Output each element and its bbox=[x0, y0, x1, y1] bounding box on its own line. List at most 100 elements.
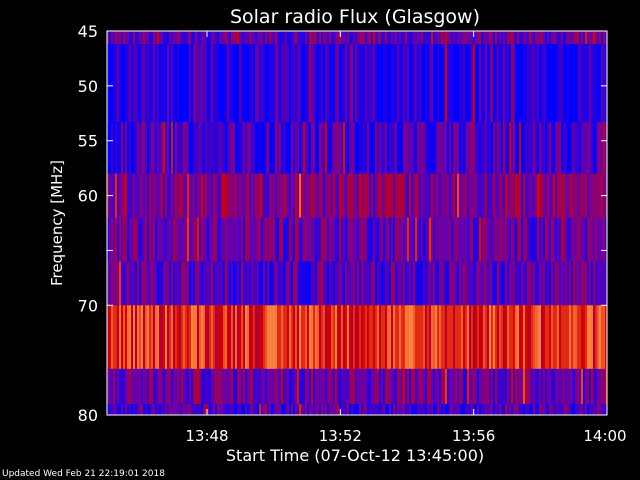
spectrogram-column bbox=[573, 122, 575, 174]
spectrogram-column bbox=[473, 122, 475, 174]
spectrogram-column bbox=[243, 31, 245, 45]
spectrogram-column bbox=[475, 404, 477, 415]
spectrogram-column bbox=[479, 122, 481, 174]
spectrogram-column bbox=[429, 173, 431, 218]
spectrogram-column bbox=[465, 31, 467, 45]
spectrogram-column bbox=[169, 404, 171, 415]
spectrogram-column bbox=[517, 122, 519, 174]
spectrogram-column bbox=[407, 368, 409, 405]
spectrogram-column bbox=[139, 404, 141, 415]
spectrogram-column bbox=[235, 305, 237, 369]
spectrogram-column bbox=[237, 31, 239, 45]
spectrogram-column bbox=[159, 261, 161, 306]
spectrogram-column bbox=[323, 173, 325, 218]
spectrogram-column bbox=[361, 305, 363, 369]
spectrogram-column bbox=[351, 173, 353, 218]
spectrogram-column bbox=[259, 368, 261, 405]
spectrogram-column bbox=[459, 122, 461, 174]
spectrogram-column bbox=[551, 44, 553, 123]
spectrogram-column bbox=[339, 217, 341, 262]
spectrogram-column bbox=[217, 404, 219, 415]
spectrogram-column bbox=[337, 44, 339, 123]
spectrogram-column bbox=[451, 122, 453, 174]
y-tick-label: 60 bbox=[78, 187, 98, 206]
spectrogram-column bbox=[371, 261, 373, 306]
spectrogram-column bbox=[555, 122, 557, 174]
spectrogram-column bbox=[119, 217, 121, 262]
spectrogram-column bbox=[443, 368, 445, 405]
spectrogram-column bbox=[135, 217, 137, 262]
spectrogram-column bbox=[577, 368, 579, 405]
spectrogram-column bbox=[183, 173, 185, 218]
spectrogram-column bbox=[543, 305, 545, 369]
spectrogram-column bbox=[203, 404, 205, 415]
spectrogram-column bbox=[487, 44, 489, 123]
spectrogram-column bbox=[581, 305, 583, 369]
spectrogram-column bbox=[177, 404, 179, 415]
spectrogram-column bbox=[365, 122, 367, 174]
spectrogram-column bbox=[535, 368, 537, 405]
spectrogram-column bbox=[413, 305, 415, 369]
spectrogram-column bbox=[119, 31, 121, 45]
y-tick-label: 45 bbox=[78, 22, 98, 41]
spectrogram-column bbox=[579, 217, 581, 262]
spectrogram-column bbox=[397, 31, 399, 45]
spectrogram-column bbox=[311, 44, 313, 123]
spectrogram-column bbox=[299, 404, 301, 415]
spectrogram-column bbox=[361, 122, 363, 174]
spectrogram-column bbox=[241, 217, 243, 262]
spectrogram-column bbox=[331, 31, 333, 45]
spectrogram-column bbox=[331, 173, 333, 218]
spectrogram-column bbox=[415, 122, 417, 174]
spectrogram-column bbox=[151, 122, 153, 174]
spectrogram-column bbox=[243, 173, 245, 218]
spectrogram-column bbox=[243, 305, 245, 369]
spectrogram-column bbox=[423, 305, 425, 369]
spectrogram-column bbox=[193, 368, 195, 405]
spectrogram-column bbox=[133, 31, 135, 45]
spectrogram-column bbox=[383, 368, 385, 405]
spectrogram-column bbox=[163, 368, 165, 405]
spectrogram-column bbox=[527, 31, 529, 45]
spectrogram-column bbox=[529, 31, 531, 45]
spectrogram-column bbox=[249, 368, 251, 405]
spectrogram-column bbox=[373, 44, 375, 123]
spectrogram-column bbox=[131, 305, 133, 369]
spectrogram-column bbox=[237, 368, 239, 405]
spectrogram-column bbox=[585, 122, 587, 174]
spectrogram-column bbox=[121, 368, 123, 405]
spectrogram-column bbox=[241, 305, 243, 369]
spectrogram-column bbox=[195, 305, 197, 369]
spectrogram-column bbox=[181, 368, 183, 405]
spectrogram-column bbox=[603, 31, 605, 45]
spectrogram-column bbox=[379, 305, 381, 369]
spectrogram-column bbox=[537, 122, 539, 174]
spectrogram-column bbox=[249, 305, 251, 369]
spectrogram-column bbox=[283, 173, 285, 218]
spectrogram-column bbox=[395, 368, 397, 405]
spectrogram-column bbox=[335, 217, 337, 262]
spectrogram-column bbox=[171, 217, 173, 262]
spectrogram-column bbox=[499, 122, 501, 174]
spectrogram-column bbox=[449, 404, 451, 415]
spectrogram-column bbox=[335, 305, 337, 369]
spectrogram-column bbox=[525, 44, 527, 123]
spectrogram-column bbox=[557, 261, 559, 306]
spectrogram-column bbox=[117, 217, 119, 262]
spectrogram-column bbox=[135, 31, 137, 45]
spectrogram-column bbox=[239, 261, 241, 306]
spectrogram-column bbox=[493, 44, 495, 123]
spectrogram-column bbox=[497, 404, 499, 415]
spectrogram-column bbox=[173, 305, 175, 369]
spectrogram-column bbox=[513, 44, 515, 123]
spectrogram-column bbox=[545, 31, 547, 45]
spectrogram-column bbox=[545, 217, 547, 262]
spectrogram-column bbox=[369, 31, 371, 45]
spectrogram-column bbox=[327, 305, 329, 369]
spectrogram-column bbox=[411, 173, 413, 218]
spectrogram-column bbox=[135, 261, 137, 306]
spectrogram-column bbox=[143, 44, 145, 123]
spectrogram-column bbox=[465, 122, 467, 174]
spectrogram-column bbox=[567, 122, 569, 174]
spectrogram-column bbox=[589, 305, 591, 369]
